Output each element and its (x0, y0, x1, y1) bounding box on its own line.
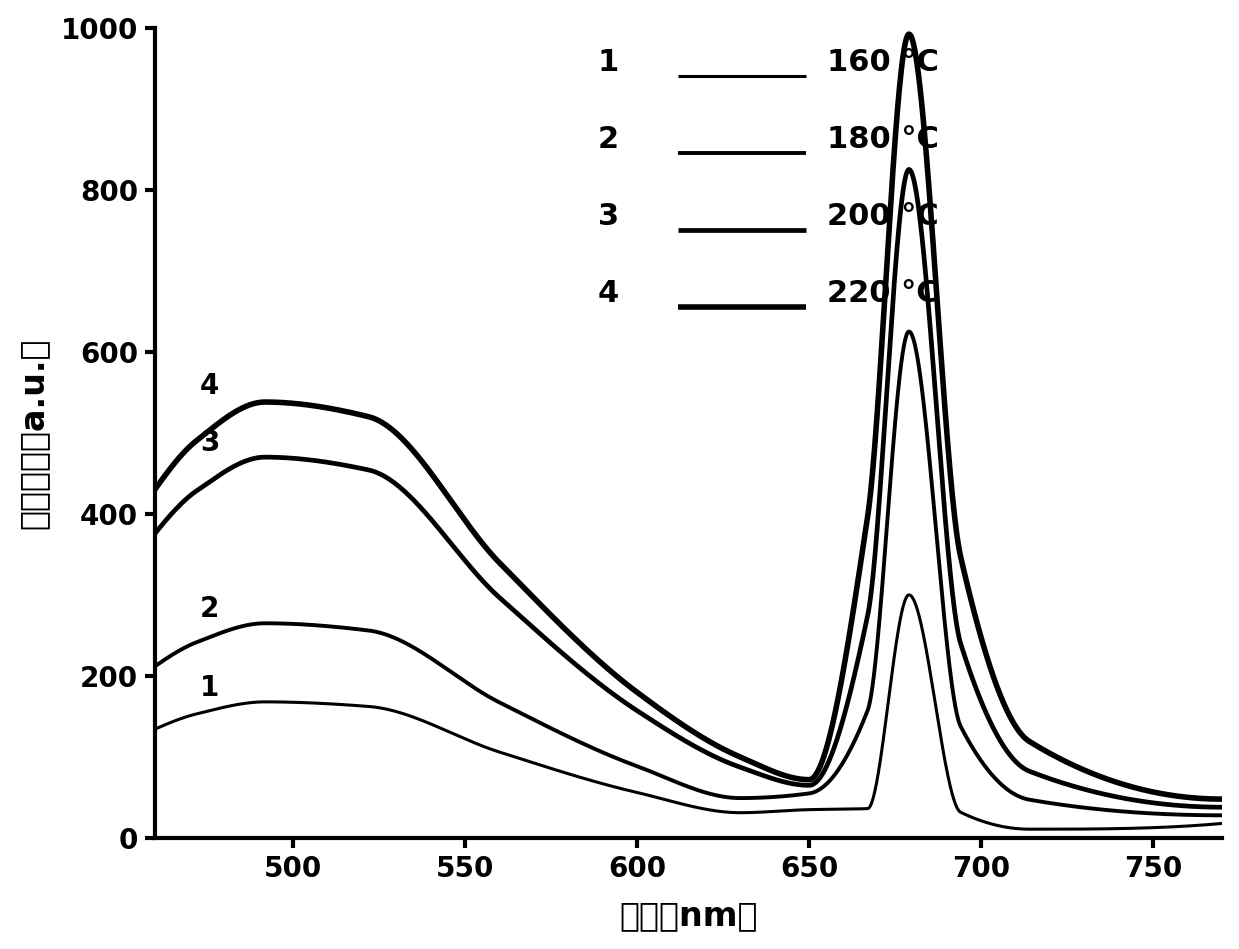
X-axis label: 波长（nm）: 波长（nm） (620, 900, 758, 932)
Text: 1: 1 (201, 674, 219, 702)
Text: 3: 3 (598, 202, 620, 231)
Text: 2: 2 (201, 595, 219, 623)
Y-axis label: 荧光强度（a.u.）: 荧光强度（a.u.） (16, 337, 50, 529)
Text: 220 °C: 220 °C (828, 279, 939, 307)
Text: 160 °C: 160 °C (828, 48, 939, 77)
Text: 200 °C: 200 °C (828, 202, 939, 231)
Text: 180 °C: 180 °C (828, 125, 939, 154)
Text: 2: 2 (598, 125, 620, 154)
Text: 4: 4 (201, 372, 219, 400)
Text: 4: 4 (598, 279, 620, 307)
Text: 1: 1 (598, 48, 620, 77)
Text: 3: 3 (201, 429, 219, 456)
